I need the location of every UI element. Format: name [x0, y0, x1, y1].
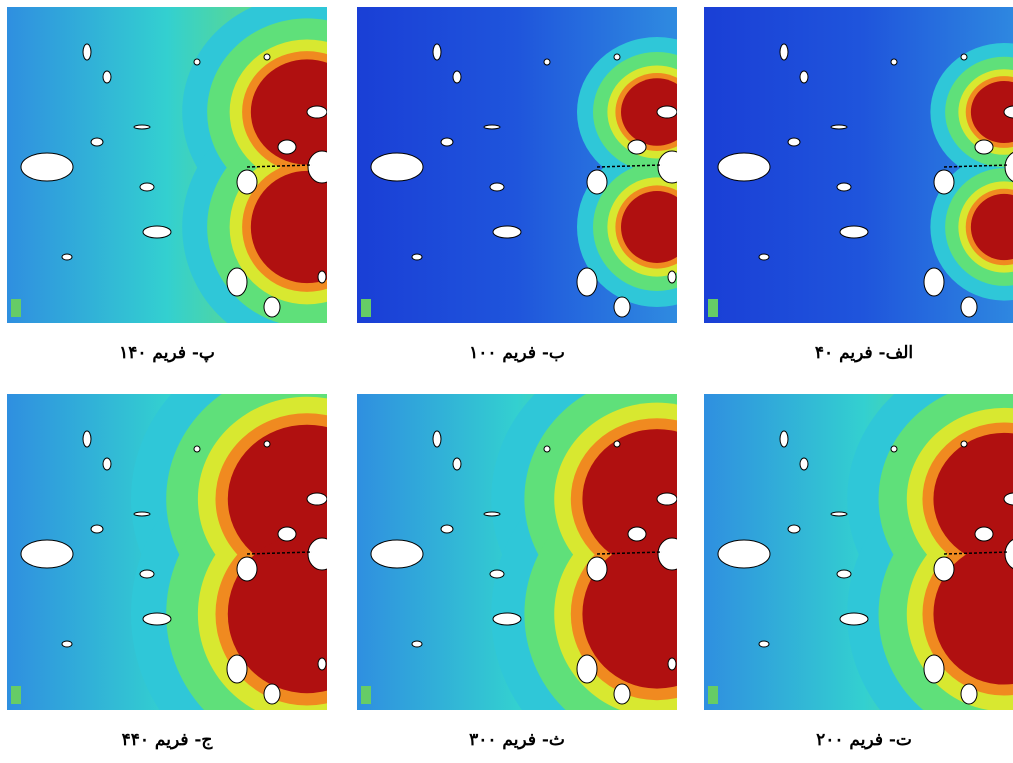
- panel-caption: ت- فریم ۲۰۰: [816, 730, 912, 750]
- panel-caption: پ- فریم ۱۴۰: [119, 343, 215, 363]
- panel-caption: الف- فریم ۴۰: [814, 343, 914, 363]
- panel-caption: ث- فریم ۳۰۰: [469, 730, 565, 750]
- panel-caption: ج- فریم ۴۴۰: [121, 730, 213, 750]
- contour-plot: [704, 7, 1013, 323]
- contour-plot: [357, 394, 677, 710]
- contour-plot: [7, 394, 327, 710]
- panel-caption: ب- فریم ۱۰۰: [469, 343, 565, 363]
- contour-plot: [7, 7, 327, 323]
- contour-plot: [704, 394, 1013, 710]
- contour-plot: [357, 7, 677, 323]
